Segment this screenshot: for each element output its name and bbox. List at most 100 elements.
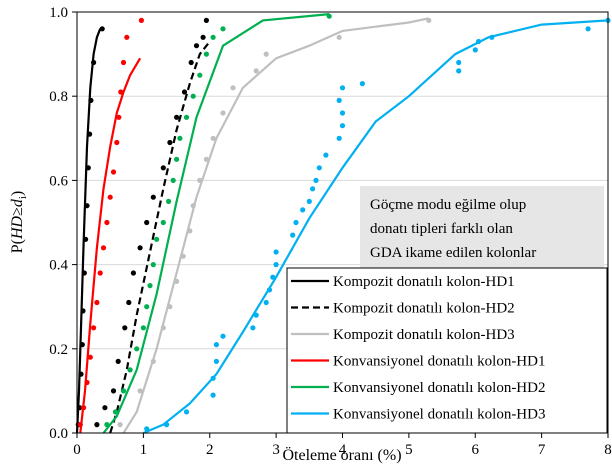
series-5-point [197,72,203,78]
y-tick-label: 0.0 [49,426,68,442]
series-5 [102,13,332,434]
series-3-point [263,51,269,57]
series-2-point [130,270,136,276]
series-3-point [203,156,209,162]
series-6-point [359,81,365,87]
y-tick-label: 0.6 [49,173,68,189]
series-6-point [489,34,495,40]
series-1-point [91,59,97,66]
series-1-point [78,371,84,377]
x-axis-ticks: 0 1 2 3 4 5 6 7 8 [73,433,612,458]
series-3-point [150,358,156,364]
series-2-point [193,43,200,49]
series-2-point [200,34,206,40]
series-3-point [187,228,193,234]
annotation-background [360,186,604,270]
series-5-point [120,388,127,394]
series-4-point [138,17,144,23]
series-3-point [210,135,216,141]
series-5-point [166,198,172,204]
series-6-point [270,274,276,280]
series-1-point [85,165,91,171]
series-6-point [316,165,322,171]
series-4 [77,17,144,434]
series-4-point [124,34,130,40]
series-6-point [456,68,462,74]
series-5-point [174,156,180,162]
series-1-point [87,131,93,137]
series-5-point [127,367,133,373]
x-tick-label: 0 [73,442,81,458]
y-tick-label: 1.0 [49,5,68,21]
series-3-point [336,34,342,40]
series-6-point [456,59,462,66]
series-4-point [94,299,100,306]
annotation-line-3: GDA ikame edilen kolonlar [370,245,536,261]
series-5-point [203,51,209,57]
series-2-point [150,194,156,200]
series-6-point [210,392,216,398]
legend-label-1: Kompozit donatılı kolon-HD1 [333,274,515,290]
series-5-point [112,409,119,415]
series-5-point [170,177,176,183]
series-5-point [190,93,196,99]
series-5-point [104,422,110,428]
series-4-point [77,422,83,428]
series-4-point [81,405,87,411]
series-6-point [306,198,312,204]
series-5-point [154,236,160,242]
series-6-point [213,358,219,364]
series-4-point [91,325,97,331]
series-6-point [263,299,269,306]
x-tick-label: 7 [538,442,546,458]
series-6-point [250,325,256,331]
x-tick-label: 2 [206,442,214,458]
series-3-point [137,388,143,394]
series-6-point [273,249,279,255]
legend-label-4: Konvansiyonel donatılı kolon-HD1 [333,354,545,370]
series-3-point [117,422,123,428]
series-6-point [164,422,170,428]
series-5-point [144,304,150,310]
series-3-point [426,17,432,23]
series-1-point [81,270,87,276]
series-2-point [167,139,173,146]
series-3-point [230,85,236,91]
x-tick-label: 1 [140,442,148,458]
series-6-point [339,123,346,129]
series-6 [142,17,611,435]
legend-label-2: Kompozit donatılı kolon-HD2 [333,301,515,317]
series-6-point [300,207,306,213]
y-axis-ticks: 0.0 0.2 0.4 0.6 0.8 1.0 [49,5,77,442]
series-5-point [134,346,140,352]
series-4-point [97,270,103,276]
series-5-point [183,114,190,120]
y-tick-label: 0.4 [49,258,68,274]
series-4-point [114,139,120,146]
legend-label-5: Konvansiyonel donatılı kolon-HD2 [333,380,545,396]
series-4-point [110,169,117,175]
series-4-point [118,89,124,95]
series-1-point [79,342,85,348]
series-4-point [116,114,122,120]
annotation-box: Göçme modu eğilme olup donatı tipleri fa… [360,186,604,270]
x-tick-label: 5 [405,442,413,458]
series-4-point [87,354,93,360]
legend-frame [286,267,608,434]
series-3-point [160,325,166,331]
series-4-point [84,379,90,386]
series-4-point [120,59,127,66]
series-6-point [266,287,273,293]
series-5-point [326,13,332,19]
annotation-line-2: donatı tipleri farklı olan [370,221,513,237]
series-6-point [273,262,279,268]
series-2-point [174,114,180,120]
series-2-point [181,89,188,95]
series-5-point [220,26,226,32]
series-2-point [126,299,132,306]
series-4-fit-line [79,57,142,434]
series-2-point [203,17,209,23]
series-6-fit-line [142,19,609,435]
series-2-fit-line [109,40,211,434]
